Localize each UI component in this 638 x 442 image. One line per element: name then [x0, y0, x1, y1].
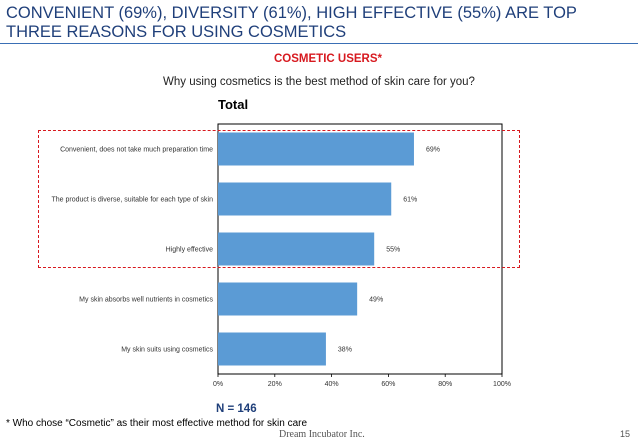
sample-size: N = 146: [216, 403, 257, 415]
category-label: My skin absorbs well nutrients in cosmet…: [79, 297, 213, 304]
category-label: My skin suits using cosmetics: [121, 347, 213, 354]
company-name: Dream Incubator Inc.: [279, 429, 365, 440]
category-label: Highly effective: [166, 247, 213, 254]
title-divider: [0, 43, 638, 44]
footnote: * Who chose “Cosmetic” as their most eff…: [6, 418, 308, 429]
x-tick-label: 60%: [381, 381, 395, 388]
x-tick-label: 100%: [493, 381, 511, 388]
x-tick-label: 40%: [325, 381, 339, 388]
slide-title: CONVENIENT (69%), DIVERSITY (61%), HIGH …: [6, 4, 577, 41]
top-three-highlight-box: [38, 130, 520, 268]
value-label: 61%: [403, 197, 417, 204]
value-label: 55%: [386, 247, 400, 254]
x-tick-label: 80%: [438, 381, 452, 388]
page-number: 15: [619, 429, 630, 439]
value-label: 49%: [369, 297, 383, 304]
value-label: 38%: [338, 347, 352, 354]
x-tick-label: 0%: [213, 381, 223, 388]
bar: [218, 332, 326, 366]
bar: [218, 182, 392, 216]
bar: [218, 282, 358, 316]
bar: [218, 132, 414, 166]
chart-subtitle: COSMETIC USERS*: [274, 53, 382, 65]
x-tick-label: 20%: [268, 381, 282, 388]
value-label: 69%: [426, 147, 440, 154]
bar: [218, 232, 375, 266]
category-label: Convenient, does not take much preparati…: [60, 147, 213, 154]
chart-title: Total: [218, 97, 249, 112]
category-label: The product is diverse, suitable for eac…: [52, 197, 214, 204]
survey-question: Why using cosmetics is the best method o…: [163, 76, 475, 88]
